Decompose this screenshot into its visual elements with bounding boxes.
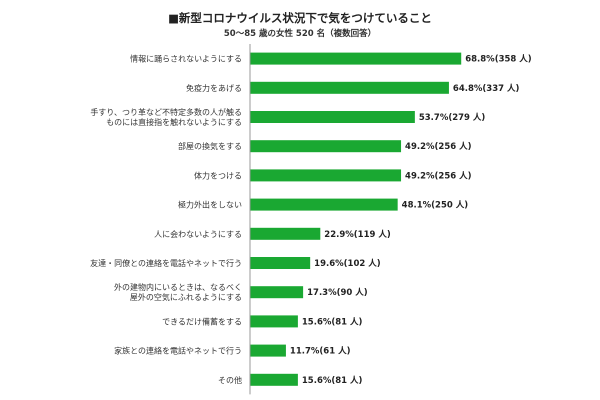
category-label: 体力をつける (194, 170, 242, 180)
data-label: 17.3%(90 人) (307, 287, 368, 298)
bar (250, 81, 449, 94)
data-label: 19.6%(102 人) (314, 258, 381, 269)
bar (250, 286, 304, 299)
data-label: 15.6%(81 人) (302, 316, 363, 327)
data-label: 48.1%(250 人) (402, 200, 469, 211)
bars (250, 52, 462, 386)
data-label: 64.8%(337 人) (453, 83, 520, 94)
data-label: 53.7%(279 人) (419, 112, 486, 123)
category-labels: 情報に踊らされないようにする免疫力をあげる手すり、つり革など不特定多数の人が触る… (90, 54, 242, 385)
bar (250, 111, 415, 123)
category-label: 人に会わないようにする (154, 229, 242, 239)
data-label: 68.8%(358 人) (465, 54, 532, 65)
data-label: 11.7%(61 人) (290, 346, 351, 357)
category-label: 極力外出をしない (178, 200, 242, 210)
category-label: その他 (218, 375, 242, 385)
data-label: 49.2%(256 人) (405, 170, 472, 181)
category-label: できるだけ備蓄をする (162, 316, 242, 326)
bar (250, 169, 402, 182)
category-label: 手すり、つり革など不特定多数の人が触るものには直接指を触れないようにする (90, 107, 242, 127)
bar (250, 140, 402, 153)
bar (250, 373, 298, 386)
data-label: 15.6%(81 人) (302, 375, 363, 386)
data-label: 22.9%(119 人) (324, 229, 391, 240)
bar (250, 315, 298, 328)
bar (250, 344, 286, 357)
bar (250, 257, 311, 269)
category-label: 情報に踊らされないようにする (130, 54, 242, 64)
data-labels: 68.8%(358 人) 64.8%(337 人) 53.7%(279 人) 49.2… (290, 54, 532, 386)
chart-title: ■新型コロナウイルス状況下で気をつけていること (168, 11, 432, 25)
bar (250, 227, 321, 240)
category-label: 部屋の換気をする (178, 141, 242, 151)
bar (250, 52, 462, 65)
category-label: 友達・同僚との連絡を電話やネットで行う (90, 258, 242, 268)
data-label: 49.2%(256 人) (405, 141, 472, 152)
bar (250, 198, 398, 211)
category-label: 免疫力をあげる (186, 83, 242, 93)
chart-subtitle: 50～85 歳の女性 520 名（複数回答） (223, 29, 377, 39)
category-label: 外の建物内にいるときは、なるべく屋外の空気にふれるようにする (114, 282, 242, 302)
category-label: 家族との連絡を電話やネットで行う (114, 346, 242, 356)
